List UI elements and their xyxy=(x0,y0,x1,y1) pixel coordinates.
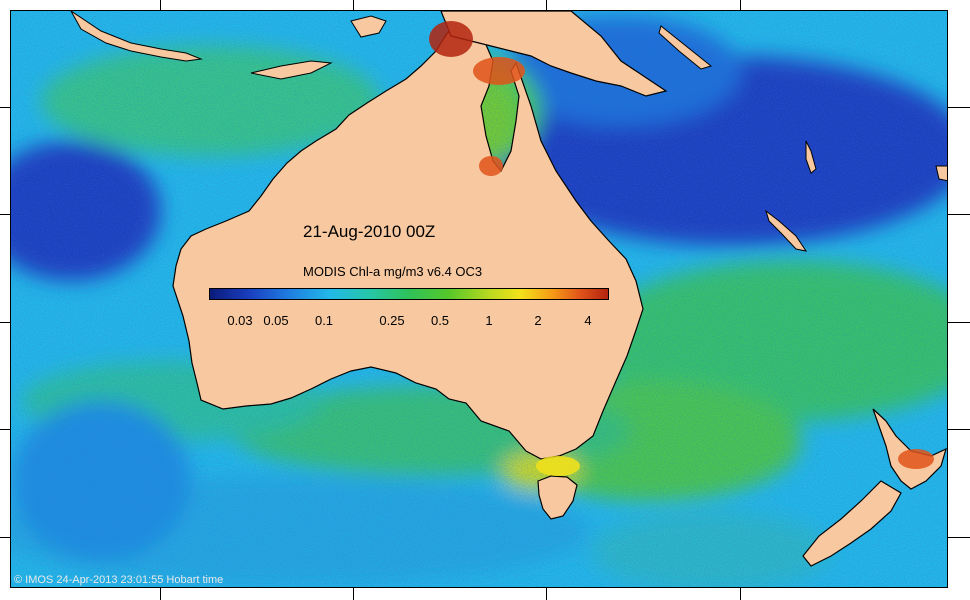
timor-island xyxy=(250,60,333,80)
tasmania xyxy=(537,475,578,520)
solomon-islands xyxy=(658,25,713,70)
colorbar-tick-label: 2 xyxy=(534,313,542,328)
left-tick-2 xyxy=(0,214,10,215)
indonesia-islands xyxy=(70,11,203,62)
new-guinea xyxy=(440,11,668,97)
top-tick-4 xyxy=(740,0,741,10)
bottom-tick-4 xyxy=(740,588,741,600)
date-label: 21-Aug-2010 00Z xyxy=(303,222,436,241)
sulawesi-island xyxy=(350,15,387,38)
colorbar-tick-label: 0.1 xyxy=(314,313,334,328)
colorbar-tick-label: 1 xyxy=(485,313,493,328)
left-tick-5 xyxy=(0,537,10,538)
top-tick-3 xyxy=(546,0,547,10)
colorbar xyxy=(209,288,609,300)
right-tick-1 xyxy=(948,107,970,108)
colorbar-tick-label: 0.5 xyxy=(430,313,450,328)
left-tick-3 xyxy=(0,322,10,323)
bottom-tick-1 xyxy=(160,588,161,600)
copyright-notice: © IMOS 24-Apr-2013 23:01:55 Hobart time xyxy=(14,574,224,586)
map-canvas xyxy=(11,11,947,587)
top-tick-1 xyxy=(160,0,161,10)
new-zealand-north xyxy=(872,408,947,490)
vanuatu-islands xyxy=(805,140,817,174)
colorbar-tick-label: 0.05 xyxy=(263,313,289,328)
coastal-bloom xyxy=(429,21,934,476)
colorbar-tick-label: 4 xyxy=(584,313,592,328)
bottom-tick-2 xyxy=(353,588,354,600)
colorbar-tick-label: 0.03 xyxy=(227,313,253,328)
bottom-tick-3 xyxy=(546,588,547,600)
australia-landmass xyxy=(172,18,644,460)
left-tick-1 xyxy=(0,107,10,108)
right-tick-5 xyxy=(948,537,970,538)
top-tick-2 xyxy=(353,0,354,10)
new-zealand-south xyxy=(802,480,902,567)
fiji-islands xyxy=(935,165,947,182)
left-tick-4 xyxy=(0,429,10,430)
right-tick-3 xyxy=(948,322,970,323)
colorbar-tick-label: 0.25 xyxy=(379,313,405,328)
chlorophyll-map xyxy=(10,10,948,588)
colorbar-title: MODIS Chl-a mg/m3 v6.4 OC3 xyxy=(303,264,483,279)
new-caledonia xyxy=(765,209,808,252)
right-tick-4 xyxy=(948,429,970,430)
right-tick-2 xyxy=(948,214,970,215)
